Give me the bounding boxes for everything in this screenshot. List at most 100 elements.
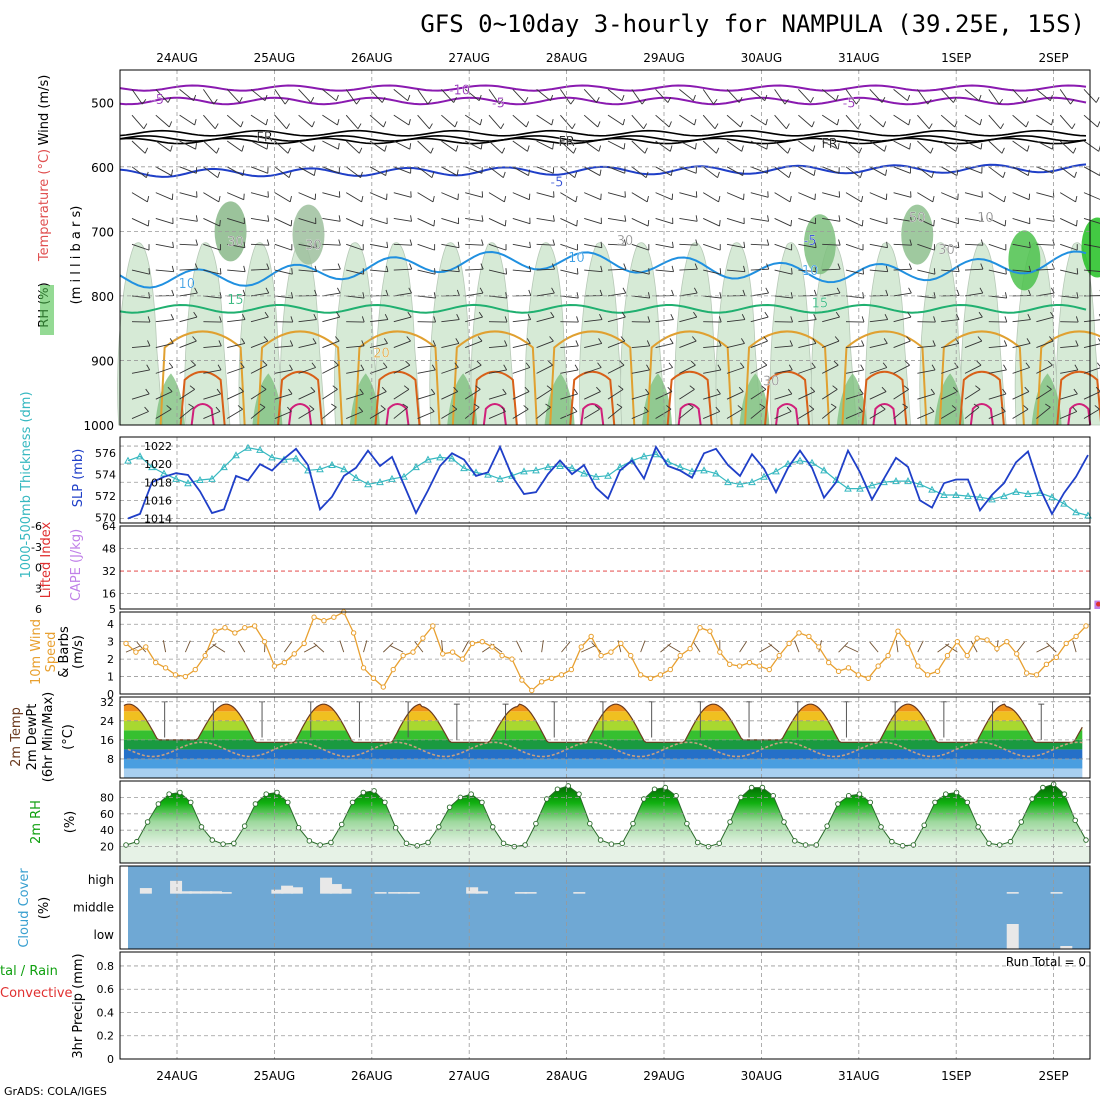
wind-barb-flag xyxy=(860,364,865,371)
wind-barb-flag xyxy=(694,263,698,270)
thickness-point xyxy=(256,445,264,453)
wind-barb-flag xyxy=(810,97,814,103)
contour-25c xyxy=(958,370,1005,426)
wind-barb-flag xyxy=(333,360,339,366)
wind-barb-flag xyxy=(171,169,174,176)
thickness-point xyxy=(700,466,708,474)
wind-barb-flag xyxy=(195,215,198,222)
contour-25c xyxy=(861,370,908,426)
wind-barb xyxy=(441,319,460,323)
wind-barb xyxy=(893,89,908,102)
wind-barb xyxy=(322,140,339,150)
wind-barb-flag xyxy=(907,311,912,318)
wind-barb xyxy=(917,345,936,348)
wind-barb xyxy=(964,243,983,246)
wind-barb-flag xyxy=(383,121,387,128)
wind10m-point xyxy=(905,640,911,647)
contour-label: 10 xyxy=(802,264,819,279)
wind-barb xyxy=(536,166,554,174)
wind-barb xyxy=(988,140,1003,154)
wind10m-tick: 1 xyxy=(107,671,114,684)
wind-barb xyxy=(227,192,244,201)
wind-barb xyxy=(536,89,551,102)
wind-barb xyxy=(845,243,864,251)
rh-point xyxy=(792,838,798,844)
wind-barb-flag xyxy=(147,220,150,227)
contour-25c xyxy=(569,370,616,426)
wind-barb-flag xyxy=(1025,362,1030,368)
wind-barb xyxy=(441,243,460,249)
wind-barb-flag xyxy=(763,336,768,342)
contour-30c xyxy=(677,403,702,426)
wind-barb-flag xyxy=(195,239,199,246)
wind10m-barb xyxy=(212,644,226,653)
wind-barb-flag xyxy=(504,220,507,227)
wind-barb xyxy=(345,114,359,130)
wind-barb-flag xyxy=(860,195,864,203)
wind-barb xyxy=(226,89,240,103)
wind-barb-flag xyxy=(762,360,768,366)
thickness-point xyxy=(172,474,180,482)
contour-30c xyxy=(482,403,507,426)
wind-barb xyxy=(369,114,384,128)
wind10m-barb xyxy=(515,640,523,653)
wind-barb xyxy=(179,243,198,246)
wind-barb-flag xyxy=(360,364,365,371)
thickness-point xyxy=(1048,493,1056,501)
thickness-point xyxy=(484,470,492,478)
wind-barb-flag xyxy=(429,123,433,129)
wind-barb xyxy=(512,408,529,419)
wind-barb-flag xyxy=(764,311,769,318)
wind-barb xyxy=(298,218,316,225)
slp-tick: 1016 xyxy=(144,494,172,507)
temperature-band xyxy=(123,711,1083,721)
wind-barb-flag xyxy=(143,123,148,129)
wind-barb xyxy=(393,406,409,419)
thickness-point xyxy=(772,467,780,475)
rh-point xyxy=(996,842,1003,848)
rh-point xyxy=(328,839,334,846)
wind10m-point xyxy=(400,652,406,659)
wind-barb xyxy=(322,218,341,222)
wind-barb-flag xyxy=(239,386,244,392)
wind-barb-flag xyxy=(481,215,484,222)
wind-barb xyxy=(131,166,147,179)
wind-barb xyxy=(774,140,789,154)
thickness-point xyxy=(748,478,756,486)
wind-barb-flag xyxy=(402,403,409,408)
wind-barb xyxy=(821,89,837,102)
wind-barb xyxy=(345,166,361,179)
wind-barb xyxy=(298,367,316,374)
wind-barb xyxy=(369,166,386,176)
wind-barb-flag xyxy=(837,143,840,150)
wind-barb-flag xyxy=(671,289,675,296)
wind-barb xyxy=(346,411,363,419)
wind-barb-flag xyxy=(501,147,506,154)
rh-point xyxy=(727,819,733,825)
wind-barb-flag xyxy=(978,94,982,101)
wind-barb-flag xyxy=(1071,123,1076,129)
wind-barb xyxy=(393,166,411,174)
wind-barb-flag xyxy=(716,388,721,395)
thickness-axis-label: 1000-500mb Thickness (dm) xyxy=(19,391,34,578)
wind-barb xyxy=(393,268,412,271)
wind-barb xyxy=(917,243,935,251)
wind-barb-flag xyxy=(1029,241,1031,248)
wind-barb xyxy=(298,319,317,323)
wind-barb-flag xyxy=(858,147,863,154)
thickness-point xyxy=(592,472,600,480)
wind-barb-flag xyxy=(957,265,960,272)
pressure-tick: 700 xyxy=(91,225,114,239)
wind-barb-flag xyxy=(265,287,270,294)
wind-barb xyxy=(393,89,409,102)
wind-barb-flag xyxy=(596,97,600,103)
wind-barb xyxy=(441,367,459,374)
rh-point xyxy=(1018,819,1025,825)
wind-barb-flag xyxy=(576,268,579,275)
wind-barb-flag xyxy=(979,287,984,294)
rh-shading-dark xyxy=(447,373,478,425)
wind-barb-flag xyxy=(145,171,149,178)
wind-barb-flag xyxy=(718,316,722,323)
wind-barb xyxy=(417,89,429,105)
wind-barb-flag xyxy=(358,147,363,154)
